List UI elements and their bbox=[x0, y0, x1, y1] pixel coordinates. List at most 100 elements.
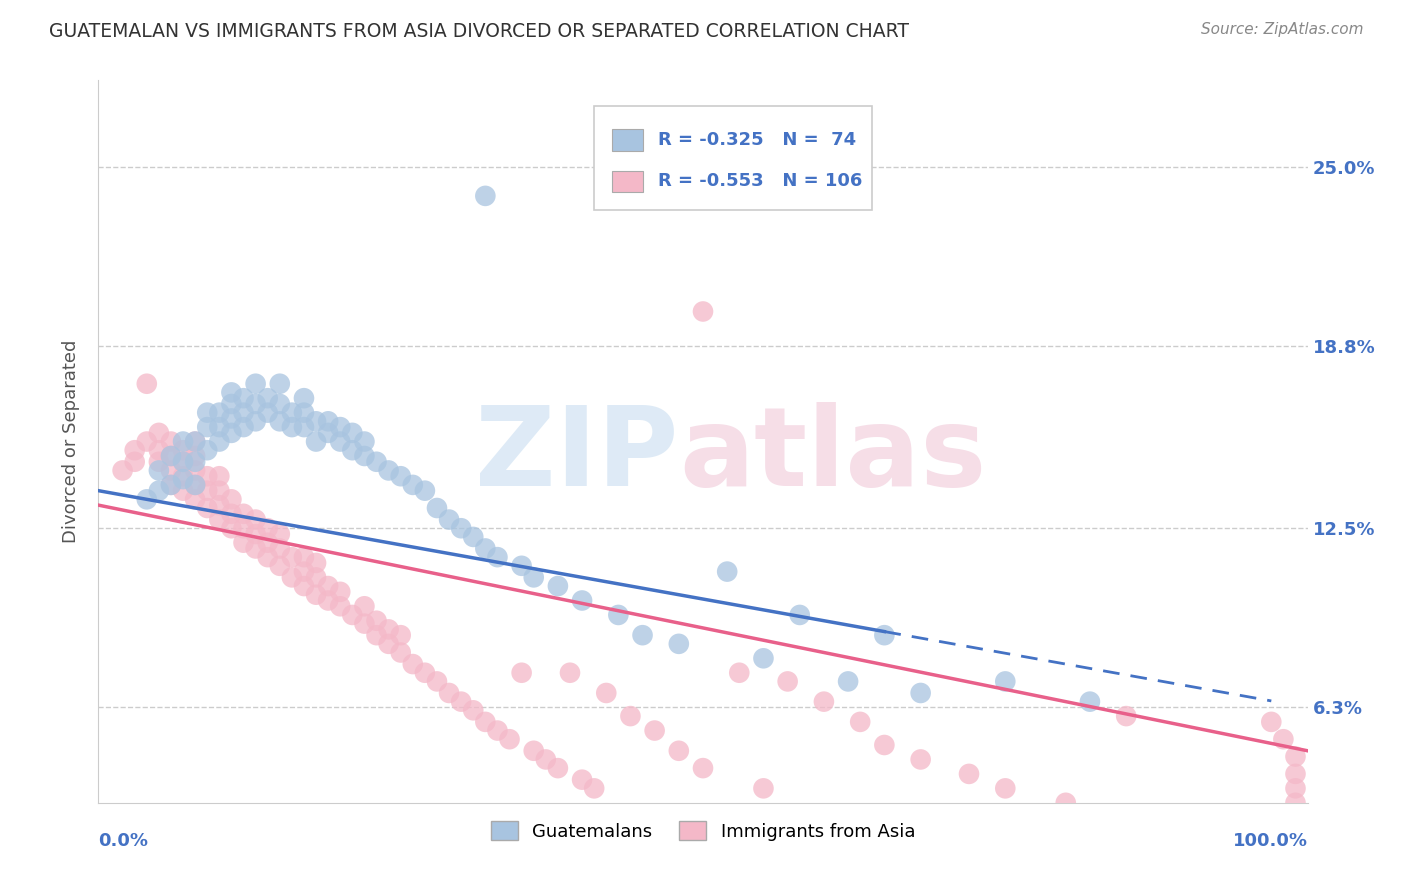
Point bbox=[292, 391, 315, 405]
Point bbox=[342, 607, 364, 622]
Point bbox=[135, 376, 157, 391]
Point bbox=[474, 714, 496, 729]
Point bbox=[184, 478, 207, 492]
Point bbox=[1284, 781, 1306, 796]
Point bbox=[208, 406, 231, 420]
Point bbox=[1272, 732, 1295, 747]
Point bbox=[728, 665, 751, 680]
Point bbox=[195, 420, 218, 434]
Point bbox=[148, 483, 170, 498]
Point bbox=[172, 443, 194, 458]
Point bbox=[474, 189, 496, 203]
Point bbox=[631, 628, 654, 642]
Point bbox=[353, 599, 375, 614]
Point bbox=[232, 535, 254, 549]
Point bbox=[366, 455, 388, 469]
Point bbox=[195, 443, 218, 458]
Point bbox=[148, 455, 170, 469]
Point bbox=[232, 521, 254, 535]
Point bbox=[292, 550, 315, 565]
Point bbox=[221, 507, 243, 521]
Point bbox=[329, 434, 352, 449]
Point bbox=[208, 469, 231, 483]
Point bbox=[245, 397, 267, 411]
Point bbox=[329, 420, 352, 434]
Y-axis label: Divorced or Separated: Divorced or Separated bbox=[62, 340, 80, 543]
Point bbox=[353, 449, 375, 463]
Point bbox=[256, 406, 278, 420]
Point bbox=[305, 414, 328, 428]
Point bbox=[813, 695, 835, 709]
Point bbox=[148, 425, 170, 440]
Text: 100.0%: 100.0% bbox=[1233, 831, 1308, 850]
Point bbox=[716, 565, 738, 579]
Point bbox=[1260, 714, 1282, 729]
Point bbox=[316, 425, 339, 440]
Point bbox=[463, 530, 485, 544]
Point bbox=[245, 512, 267, 526]
Point bbox=[232, 420, 254, 434]
Point bbox=[1078, 695, 1101, 709]
Text: GUATEMALAN VS IMMIGRANTS FROM ASIA DIVORCED OR SEPARATED CORRELATION CHART: GUATEMALAN VS IMMIGRANTS FROM ASIA DIVOR… bbox=[49, 22, 910, 41]
Point bbox=[195, 501, 218, 516]
FancyBboxPatch shape bbox=[595, 105, 872, 211]
Point bbox=[547, 579, 569, 593]
Point bbox=[353, 434, 375, 449]
Point bbox=[221, 411, 243, 425]
Point bbox=[208, 498, 231, 512]
Point bbox=[160, 434, 183, 449]
Point bbox=[172, 469, 194, 483]
Point bbox=[437, 686, 460, 700]
Point bbox=[1199, 824, 1222, 838]
Point bbox=[619, 709, 641, 723]
Point bbox=[583, 781, 606, 796]
Point bbox=[426, 674, 449, 689]
Legend: Guatemalans, Immigrants from Asia: Guatemalans, Immigrants from Asia bbox=[484, 814, 922, 848]
Point bbox=[994, 781, 1017, 796]
Point bbox=[910, 686, 932, 700]
Point bbox=[160, 478, 183, 492]
Point bbox=[366, 628, 388, 642]
Point bbox=[148, 443, 170, 458]
Point bbox=[256, 550, 278, 565]
Point bbox=[692, 761, 714, 775]
Point bbox=[402, 657, 425, 671]
Point bbox=[124, 455, 146, 469]
Point bbox=[221, 425, 243, 440]
Point bbox=[221, 492, 243, 507]
Point bbox=[426, 501, 449, 516]
Point bbox=[184, 434, 207, 449]
Point bbox=[184, 478, 207, 492]
Point bbox=[316, 579, 339, 593]
Point bbox=[281, 570, 304, 584]
Point bbox=[172, 455, 194, 469]
Point bbox=[281, 550, 304, 565]
Point bbox=[208, 434, 231, 449]
Point bbox=[172, 483, 194, 498]
Point bbox=[208, 420, 231, 434]
Point bbox=[245, 541, 267, 556]
Point bbox=[160, 463, 183, 477]
Point bbox=[523, 570, 546, 584]
Point bbox=[269, 558, 291, 573]
Point bbox=[752, 651, 775, 665]
Point bbox=[413, 665, 436, 680]
Point bbox=[776, 674, 799, 689]
Point bbox=[305, 588, 328, 602]
Point bbox=[221, 521, 243, 535]
Point bbox=[184, 449, 207, 463]
Point bbox=[292, 565, 315, 579]
Point bbox=[160, 478, 183, 492]
Point bbox=[281, 420, 304, 434]
Point bbox=[873, 628, 896, 642]
Point bbox=[135, 434, 157, 449]
Point bbox=[558, 665, 581, 680]
Point bbox=[1284, 749, 1306, 764]
Point bbox=[292, 406, 315, 420]
Point bbox=[668, 744, 690, 758]
Point bbox=[1284, 796, 1306, 810]
Point bbox=[837, 674, 859, 689]
Point bbox=[668, 637, 690, 651]
Point bbox=[221, 385, 243, 400]
Point bbox=[111, 463, 134, 477]
